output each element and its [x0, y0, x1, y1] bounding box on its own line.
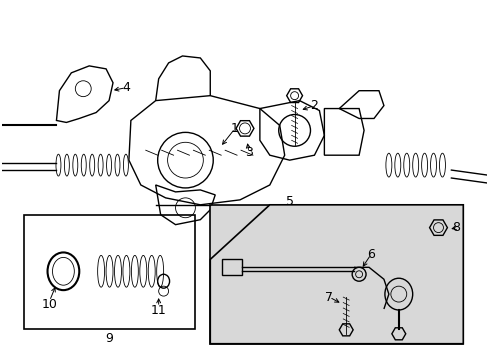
Bar: [222, 260, 242, 275]
Text: 5: 5: [285, 195, 293, 208]
Bar: [210, 205, 462, 344]
Text: 10: 10: [41, 297, 57, 311]
Text: 8: 8: [451, 221, 459, 234]
Text: 6: 6: [366, 248, 374, 261]
Text: 2: 2: [310, 99, 318, 112]
Bar: [24, 215, 195, 329]
Text: 1: 1: [231, 122, 239, 135]
Text: 4: 4: [122, 81, 130, 94]
Text: 7: 7: [325, 291, 333, 303]
Text: 11: 11: [150, 305, 166, 318]
Text: 3: 3: [244, 146, 252, 159]
Text: 9: 9: [105, 332, 113, 345]
Polygon shape: [210, 205, 462, 344]
